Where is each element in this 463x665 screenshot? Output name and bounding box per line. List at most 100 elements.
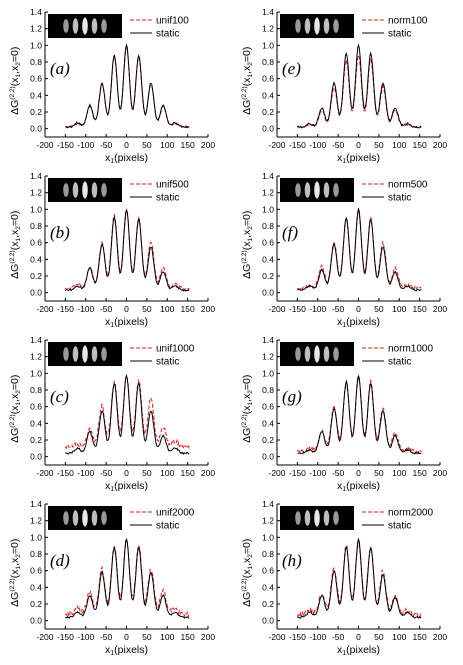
y-axis-label: ΔG(2,2)(x1,x2=0) (9, 211, 22, 279)
y-tick-label: 1.2 (262, 352, 274, 362)
y-tick-label: 0.2 (262, 599, 274, 609)
x-tick-label: 50 (374, 304, 384, 314)
y-tick-label: 1.0 (30, 532, 42, 542)
inset-spot (72, 346, 79, 362)
y-tick-label: 0.0 (30, 124, 42, 134)
inset-spot (304, 346, 311, 362)
y-tick-label: 1.2 (262, 188, 274, 198)
y-tick-label: 0.0 (262, 452, 274, 462)
inset-spot (82, 17, 88, 35)
panel-label: (h) (282, 551, 302, 570)
y-tick-label: 1.2 (30, 516, 42, 526)
x-tick-label: 0 (356, 304, 361, 314)
x-tick-label: 150 (181, 140, 195, 150)
panel-f: 0.0 0.2 0.4 0.6 0.8 1.0 1.2 1.4 -200 -150 -100 -50 0… (241, 171, 447, 329)
legend-entry: static (156, 193, 179, 204)
inset-spot (82, 181, 88, 199)
y-tick-label: 0.8 (262, 549, 274, 559)
x-tick-label: 150 (413, 140, 427, 150)
y-tick-label: 0.4 (262, 582, 274, 592)
inset-spot (82, 509, 88, 527)
panel-g: 0.0 0.2 0.4 0.6 0.8 1.0 1.2 1.4 -200 -150 -100 -50 0… (241, 335, 447, 493)
panel-label: (b) (50, 223, 70, 242)
x-tick-label: -50 (100, 468, 113, 478)
y-tick-label: 0.2 (30, 271, 42, 281)
y-tick-label: 0.8 (30, 57, 42, 67)
series-static (297, 537, 422, 619)
x-tick-label: 0 (124, 140, 129, 150)
inset-spot (323, 18, 330, 34)
x-tick-label: -150 (289, 140, 306, 150)
x-tick-label: 0 (124, 468, 129, 478)
series-unif1000 (64, 376, 190, 450)
legend-entry: norm100 (388, 16, 428, 27)
series-static (64, 208, 190, 292)
x-tick-label: 100 (392, 140, 406, 150)
y-tick-label: 0.6 (262, 566, 274, 576)
y-tick-label: 0.0 (262, 616, 274, 626)
x-tick-label: -150 (289, 632, 306, 642)
x-tick-label: -200 (268, 140, 285, 150)
legend-entry: static (388, 29, 411, 40)
y-tick-label: 0.4 (30, 418, 42, 428)
y-tick-label: 0.2 (30, 599, 42, 609)
y-tick-label: 0.4 (30, 254, 42, 264)
y-tick-label: 0.0 (30, 616, 42, 626)
y-tick-label: 0.2 (262, 107, 274, 117)
y-tick-label: 0.4 (30, 582, 42, 592)
x-tick-label: -50 (332, 468, 345, 478)
x-tick-label: 200 (433, 632, 447, 642)
y-tick-label: 1.4 (262, 171, 274, 181)
y-tick-label: 0.2 (262, 271, 274, 281)
x-tick-label: 150 (181, 304, 195, 314)
x-tick-label: -150 (57, 468, 74, 478)
x-tick-label: 100 (160, 304, 174, 314)
x-tick-label: -50 (100, 140, 113, 150)
inset-spot (333, 511, 339, 525)
x-tick-label: 50 (142, 468, 152, 478)
y-tick-label: 1.2 (262, 516, 274, 526)
series-norm500 (297, 210, 422, 291)
y-tick-label: 0.4 (262, 254, 274, 264)
inset-spot (63, 347, 69, 361)
inset-spot (63, 511, 69, 525)
legend-entry: unif2000 (156, 508, 195, 519)
x-tick-label: -50 (100, 632, 113, 642)
y-tick-label: 0.2 (30, 107, 42, 117)
x-tick-label: 150 (181, 468, 195, 478)
x-tick-label: 50 (374, 468, 384, 478)
y-tick-label: 0.2 (262, 435, 274, 445)
series-static (65, 373, 190, 455)
x-tick-label: 0 (124, 632, 129, 642)
y-tick-label: 0.0 (262, 288, 274, 298)
x-axis-label: x1(pixels) (337, 152, 380, 165)
x-tick-label: -150 (289, 304, 306, 314)
panel-label: (f) (282, 223, 298, 242)
legend-entry: unif100 (156, 16, 189, 27)
panel-c: 0.0 0.2 0.4 0.6 0.8 1.0 1.2 1.4 -200 -150 -100 -50 0… (9, 335, 215, 493)
y-tick-label: 1.2 (30, 188, 42, 198)
x-tick-label: 200 (201, 140, 215, 150)
x-tick-label: 200 (433, 304, 447, 314)
y-axis-label: ΔG(2,2)(x1,x2=0) (9, 47, 22, 115)
x-tick-label: 150 (413, 468, 427, 478)
y-tick-label: 0.8 (30, 385, 42, 395)
x-tick-label: 50 (142, 140, 152, 150)
panel-e: 0.0 0.2 0.4 0.6 0.8 1.0 1.2 1.4 -200 -150 -100 -50 0… (241, 7, 447, 165)
x-tick-label: 200 (201, 468, 215, 478)
y-tick-label: 0.8 (262, 221, 274, 231)
y-tick-label: 0.8 (30, 221, 42, 231)
legend-entry: static (156, 29, 179, 40)
x-tick-label: 100 (392, 468, 406, 478)
y-tick-label: 1.0 (30, 40, 42, 50)
x-axis-label: x1(pixels) (105, 316, 148, 329)
series-norm1000 (296, 375, 422, 455)
x-tick-label: 50 (142, 304, 152, 314)
x-tick-label: 100 (160, 468, 174, 478)
x-tick-label: 50 (142, 632, 152, 642)
y-axis-label: ΔG(2,2)(x1,x2=0) (241, 375, 254, 443)
inset-spot (72, 182, 79, 198)
x-axis-label: x1(pixels) (337, 316, 380, 329)
x-tick-label: -50 (332, 304, 345, 314)
y-tick-label: 0.4 (30, 90, 42, 100)
